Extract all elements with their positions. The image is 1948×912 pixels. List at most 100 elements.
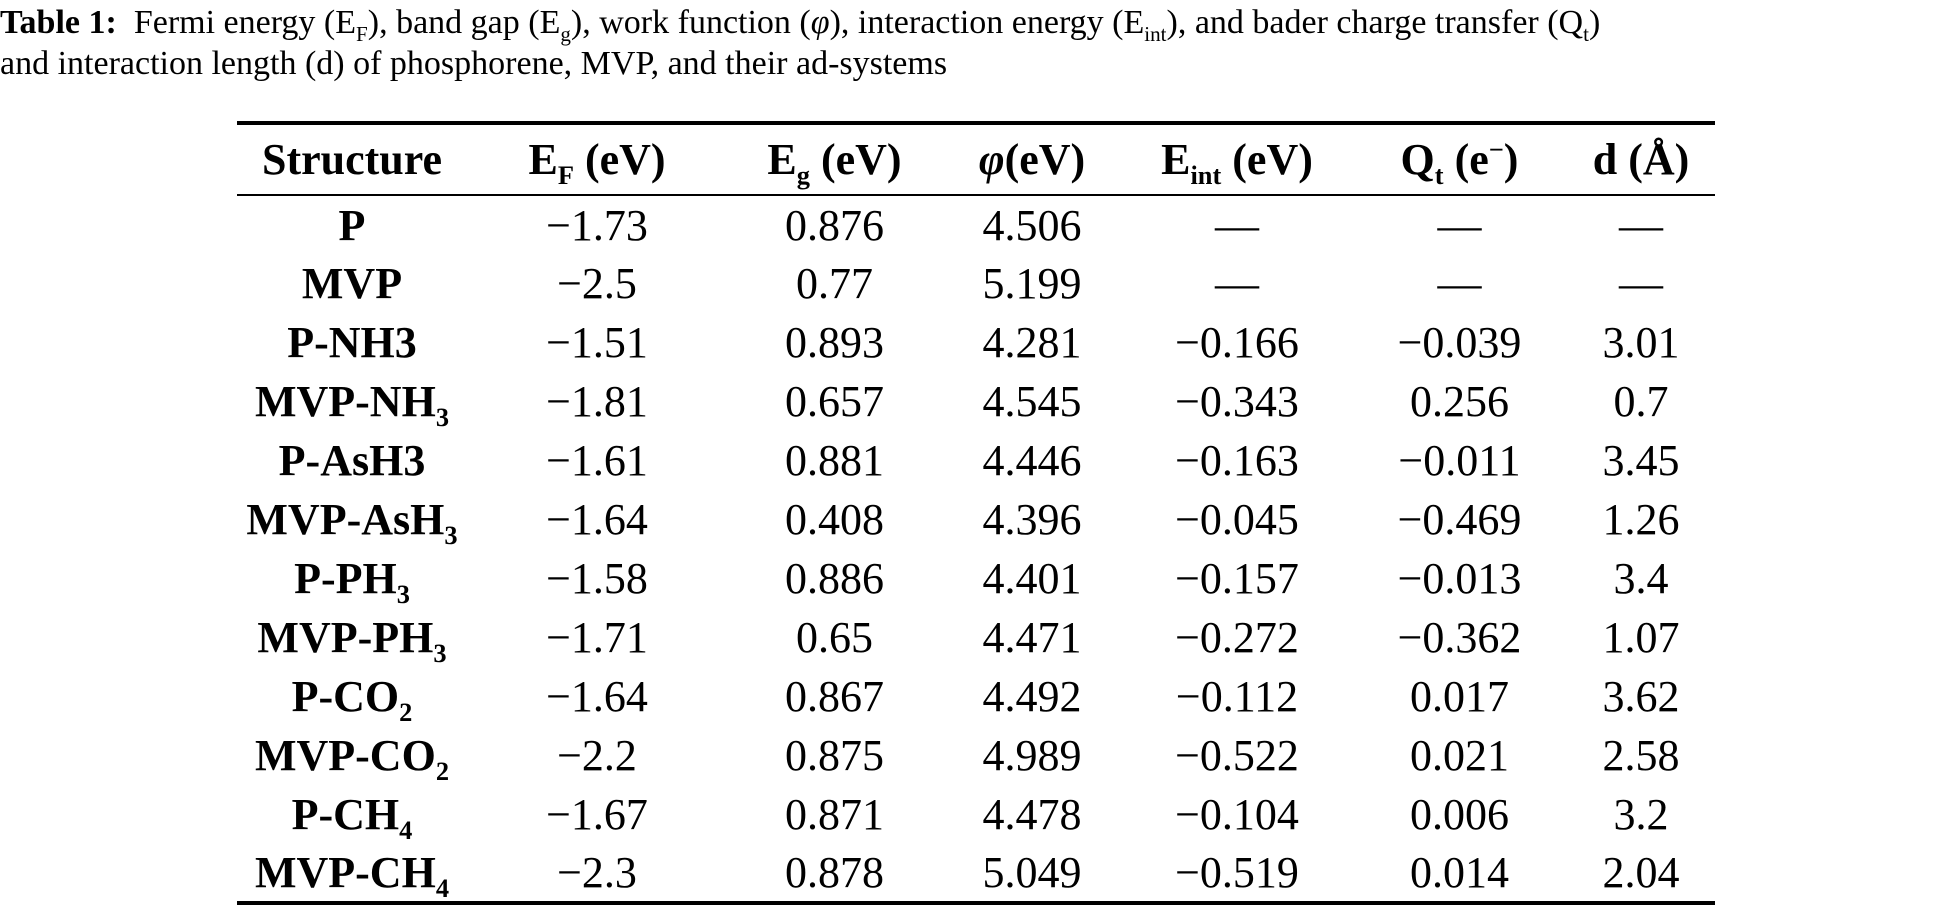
cell-fermi-energy: −1.51: [546, 318, 648, 367]
caption-line-1: Table 1: Fermi energy (EF), band gap (Eg…: [0, 2, 1948, 44]
cell-charge-transfer: −0.469: [1397, 495, 1522, 544]
caption-seg: ), interaction energy (E: [829, 4, 1145, 41]
col-header-work-function: φ(eV): [942, 121, 1122, 196]
label-part: (eV): [573, 135, 666, 184]
cell-fermi-energy: −1.64: [546, 672, 648, 721]
cell-fermi-energy: −1.81: [546, 377, 648, 426]
cell-interaction-energy: −0.157: [1175, 554, 1299, 603]
cell-band-gap: 0.881: [785, 436, 884, 485]
structure-subscript: 2: [399, 696, 413, 727]
table-row: P-CH4 −1.67 0.871 4.478 −0.104 0.006 3.2: [237, 785, 1715, 844]
cell-fermi-energy: −2.2: [557, 731, 637, 780]
cell-charge-transfer: −0.039: [1397, 318, 1522, 367]
cell-structure: P-AsH3: [237, 431, 467, 490]
label-subscript: int: [1190, 159, 1222, 190]
caption-seg: ), band gap (E: [367, 4, 561, 41]
cell-interaction-length: 1.07: [1602, 613, 1680, 662]
table-row: P-AsH3 −1.61 0.881 4.446 −0.163 −0.011 3…: [237, 431, 1715, 490]
data-table: Structure EF (eV) Eg (eV) φ(eV) Eint (eV…: [237, 121, 1715, 905]
structure-name: P-CH: [291, 790, 400, 839]
cell-interaction-energy: −0.343: [1175, 377, 1299, 426]
cell-fermi-energy: −1.61: [546, 436, 648, 485]
cell-work-function: 4.471: [982, 613, 1082, 662]
table-caption: Table 1: Fermi energy (EF), band gap (Eg…: [0, 2, 1948, 84]
cell-work-function: 4.492: [982, 672, 1082, 721]
col-header-interaction-length: d (Å): [1567, 121, 1715, 196]
caption-seg: Fermi energy (E: [116, 4, 357, 41]
table-row: MVP-NH3 −1.81 0.657 4.545 −0.343 0.256 0…: [237, 372, 1715, 431]
caption-seg: ), and bader charge transfer (Q: [1166, 4, 1584, 41]
structure-name: P-AsH3: [278, 436, 426, 485]
cell-interaction-length: 1.26: [1602, 495, 1680, 544]
cell-charge-transfer: 0.017: [1410, 672, 1509, 721]
cell-work-function: 5.199: [982, 259, 1082, 308]
table-row: P −1.73 0.876 4.506 — — —: [237, 195, 1715, 254]
label-part: ): [1503, 135, 1519, 184]
cell-structure: P-CH4: [237, 785, 467, 844]
cell-interaction-length: 3.62: [1602, 672, 1680, 721]
cell-fermi-energy: −2.3: [467, 844, 727, 905]
cell-band-gap: 0.65: [796, 613, 873, 662]
table-body: P −1.73 0.876 4.506 — — — MVP −2.5 0.77 …: [237, 195, 1715, 905]
cell-work-function: 4.506: [982, 200, 1082, 250]
label-part: E: [767, 135, 797, 184]
structure-subscript: 4: [399, 814, 413, 845]
table-row: P-CO2 −1.64 0.867 4.492 −0.112 0.017 3.6…: [237, 667, 1715, 726]
cell-charge-transfer: −0.362: [1397, 613, 1522, 662]
caption-seg: ): [1588, 4, 1601, 41]
table-row: MVP-CH4 −2.3 0.878 5.049 −0.519 0.014 2.…: [237, 844, 1715, 905]
cell-fermi-energy: −1.64: [546, 495, 648, 544]
structure-name: P-PH: [294, 554, 397, 603]
cell-interaction-length: 3.2: [1613, 790, 1669, 839]
cell-interaction-length: 2.58: [1602, 731, 1680, 780]
cell-band-gap: 0.886: [785, 554, 884, 603]
structure-subscript: 3: [396, 578, 410, 609]
caption-line-2: and interaction length (d) of phosphoren…: [0, 45, 948, 82]
label-part: (eV): [1221, 135, 1313, 184]
cell-charge-transfer: 0.021: [1410, 731, 1509, 780]
table-row: MVP-AsH3 −1.64 0.408 4.396 −0.045 −0.469…: [237, 490, 1715, 549]
structure-name: MVP-NH: [254, 377, 436, 426]
structure-name: MVP-PH: [257, 613, 434, 662]
cell-interaction-energy: −0.045: [1175, 495, 1299, 544]
cell-structure: MVP: [237, 254, 467, 313]
cell-work-function: 4.396: [982, 495, 1082, 544]
table-row: P-NH3 −1.51 0.893 4.281 −0.166 −0.039 3.…: [237, 313, 1715, 372]
cell-structure: P-PH3: [237, 549, 467, 608]
cell-band-gap: 0.871: [785, 790, 884, 839]
cell-interaction-length: 3.45: [1602, 436, 1680, 485]
cell-structure: MVP-CH4: [237, 844, 467, 905]
cell-interaction-length: 0.7: [1613, 377, 1669, 426]
cell-structure: P: [237, 195, 467, 254]
cell-fermi-energy: −1.67: [546, 790, 648, 839]
cell-charge-transfer: −0.011: [1398, 436, 1521, 485]
label-subscript: g: [796, 159, 810, 190]
caption-seg: ), work function (: [570, 4, 811, 41]
cell-structure: MVP-CO2: [237, 726, 467, 785]
table-row: MVP −2.5 0.77 5.199 — — —: [237, 254, 1715, 313]
cell-interaction-energy: −0.166: [1175, 318, 1299, 367]
cell-band-gap: 0.657: [785, 377, 884, 426]
cell-band-gap: 0.893: [785, 318, 884, 367]
cell-work-function: 4.446: [982, 436, 1082, 485]
cell-charge-transfer: −0.013: [1397, 554, 1522, 603]
cell-structure: MVP-AsH3: [237, 490, 467, 549]
structure-subscript: 4: [435, 872, 450, 903]
phi-symbol: φ: [978, 135, 1005, 184]
label-part: (eV): [1004, 135, 1086, 184]
cell-band-gap: 0.867: [785, 672, 884, 721]
cell-structure: MVP-PH3: [237, 608, 467, 667]
cell-charge-transfer: —: [1437, 200, 1482, 250]
table-row: MVP-PH3 −1.71 0.65 4.471 −0.272 −0.362 1…: [237, 608, 1715, 667]
structure-subscript: 3: [435, 401, 450, 432]
label-part: E: [528, 135, 558, 184]
cell-band-gap: 0.878: [727, 844, 942, 905]
label-subscript: t: [1434, 159, 1444, 190]
col-header-band-gap: Eg (eV): [727, 121, 942, 196]
cell-charge-transfer: 0.014: [1352, 844, 1567, 905]
cell-interaction-energy: −0.272: [1175, 613, 1299, 662]
table-row: P-PH3 −1.58 0.886 4.401 −0.157 −0.013 3.…: [237, 549, 1715, 608]
cell-work-function: 4.478: [982, 790, 1082, 839]
cell-interaction-energy: —: [1215, 200, 1259, 250]
caption-label: Table 1:: [0, 4, 117, 41]
